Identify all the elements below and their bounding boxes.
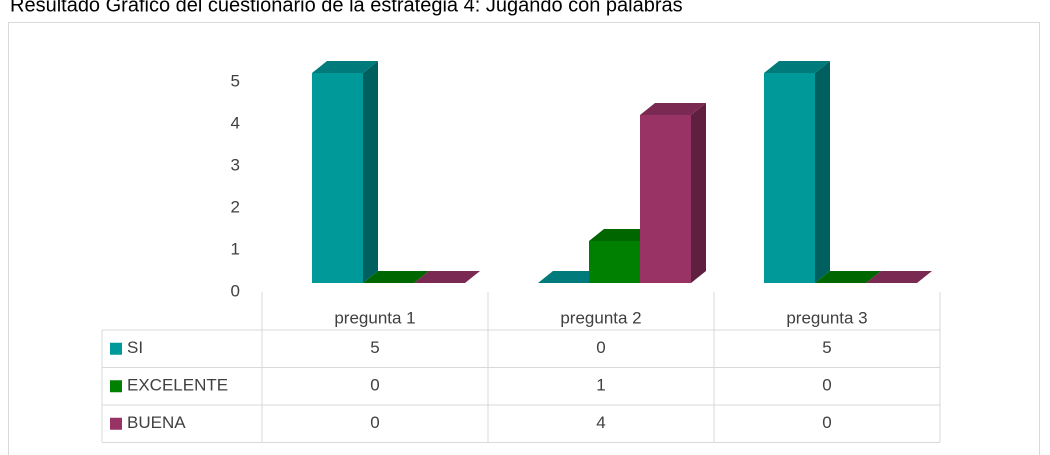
legend-swatch (110, 417, 122, 430)
bar-top (414, 271, 480, 283)
table-value: 0 (370, 376, 379, 395)
table-value: 5 (822, 338, 831, 357)
legend-label: EXCELENTE (127, 376, 228, 395)
bar-top (363, 271, 429, 283)
table-value: 0 (370, 413, 379, 432)
legend-label: BUENA (127, 413, 186, 432)
bar-side (815, 61, 830, 283)
x-tick-label: pregunta 2 (560, 308, 641, 327)
bar-side (691, 103, 706, 283)
legend-swatch (110, 342, 122, 355)
bar-side (363, 61, 378, 283)
bar (589, 241, 640, 283)
y-tick-label: 5 (231, 71, 240, 90)
chart-border (8, 22, 1040, 455)
x-tick-label: pregunta 1 (334, 308, 415, 327)
y-tick-label: 0 (231, 281, 240, 300)
y-tick-label: 4 (231, 113, 240, 132)
bar (640, 115, 691, 283)
legend-swatch (110, 380, 122, 393)
bar-top (538, 271, 604, 283)
bar-top (640, 103, 706, 115)
bar-top (866, 271, 932, 283)
chart-title: Resultado Gráfico del cuestionario de la… (10, 0, 683, 16)
table-value: 1 (596, 376, 605, 395)
y-tick-label: 1 (231, 239, 240, 258)
table-value: 0 (822, 376, 831, 395)
y-tick-label: 3 (231, 155, 240, 174)
bar-top (589, 229, 655, 241)
table-value: 0 (596, 338, 605, 357)
bar-top (312, 61, 378, 73)
y-tick-label: 2 (231, 197, 240, 216)
bar (764, 73, 815, 283)
bar-top (764, 61, 830, 73)
table-value: 0 (822, 413, 831, 432)
bar-top (815, 271, 881, 283)
bar (312, 73, 363, 283)
table-value: 4 (596, 413, 605, 432)
legend-label: SI (127, 338, 143, 357)
x-tick-label: pregunta 3 (786, 308, 867, 327)
table-value: 5 (370, 338, 379, 357)
